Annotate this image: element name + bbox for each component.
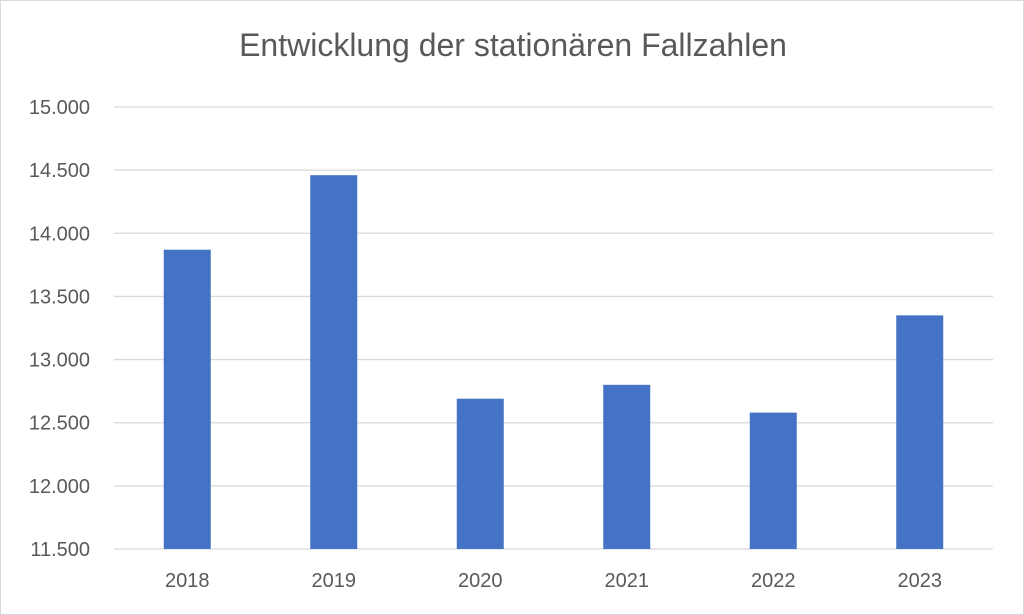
x-tick-label: 2021 bbox=[605, 570, 650, 592]
bar-2021 bbox=[603, 384, 651, 549]
bar-2022 bbox=[749, 412, 797, 549]
gridlines bbox=[114, 106, 993, 550]
y-tick-label: 14.000 bbox=[29, 223, 90, 245]
y-axis-ticks: 11.500 12.000 12.500 13.000 13.500 14.000 14.5… bbox=[29, 97, 90, 561]
bar-2020 bbox=[456, 398, 504, 549]
y-tick-label: 12.500 bbox=[29, 413, 90, 435]
y-tick-label: 14.500 bbox=[29, 160, 90, 182]
x-tick-label: 2022 bbox=[751, 570, 796, 592]
y-tick-label: 15.000 bbox=[29, 97, 90, 119]
x-tick-label: 2020 bbox=[458, 570, 503, 592]
y-tick-label: 11.500 bbox=[30, 539, 90, 561]
chart-title: Entwicklung der stationären Fallzahlen bbox=[239, 27, 787, 63]
bar-2023 bbox=[896, 315, 944, 549]
x-tick-label: 2018 bbox=[165, 570, 210, 592]
bar-2018 bbox=[163, 249, 211, 549]
y-tick-label: 13.500 bbox=[29, 286, 90, 308]
x-tick-label: 2019 bbox=[312, 570, 357, 592]
y-tick-label: 13.000 bbox=[29, 350, 90, 372]
x-axis-ticks: 2018 2019 2020 2021 2022 2023 bbox=[165, 570, 942, 592]
bars bbox=[163, 175, 944, 550]
x-tick-label: 2023 bbox=[898, 570, 943, 592]
y-tick-label: 12.000 bbox=[29, 476, 90, 498]
bar-2019 bbox=[310, 175, 358, 550]
